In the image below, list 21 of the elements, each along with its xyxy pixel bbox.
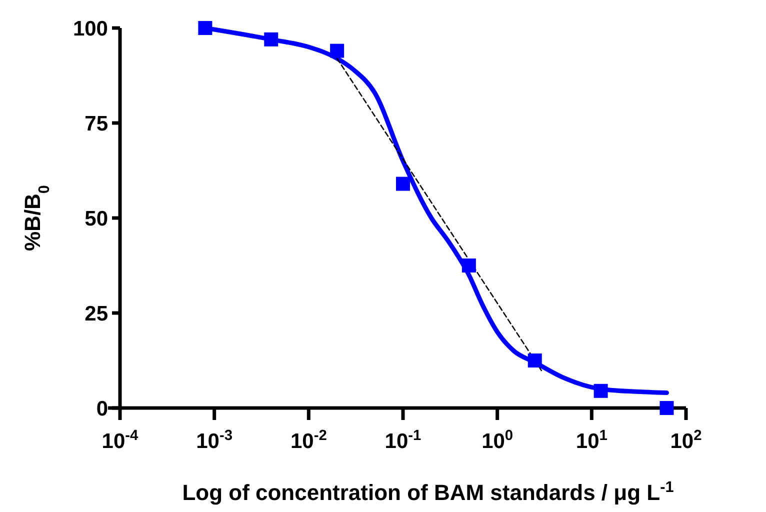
point <box>594 384 608 398</box>
x-tick-label: 10$^{-1}$ <box>384 428 422 453</box>
point <box>528 354 542 368</box>
x-tick-label: 10$^{-2}$ <box>290 428 327 453</box>
x-tick-label: 10$^{-4}$ <box>102 428 140 453</box>
point <box>198 21 212 35</box>
y-tick-label: 75 <box>84 112 108 136</box>
x-tick-label: 10$^{-3}$ <box>196 428 233 453</box>
y-tick-label: 50 <box>84 207 108 230</box>
point <box>330 44 344 58</box>
x-axis-title: Log of concentration of BAM standards / μg L$^{-1}$ <box>182 478 674 505</box>
x-tick-label: 10$^{1}$ <box>576 428 608 453</box>
x-tick-label: 10$^{2}$ <box>670 428 702 453</box>
y-tick-label: 0 <box>96 397 108 420</box>
point <box>660 401 674 415</box>
y-tick-label: 100 <box>72 17 108 40</box>
point <box>264 32 278 46</box>
y-tick-label: 25 <box>84 302 108 326</box>
x-tick-label: 10$^{0}$ <box>482 428 514 453</box>
point <box>462 258 476 272</box>
point <box>396 176 410 191</box>
